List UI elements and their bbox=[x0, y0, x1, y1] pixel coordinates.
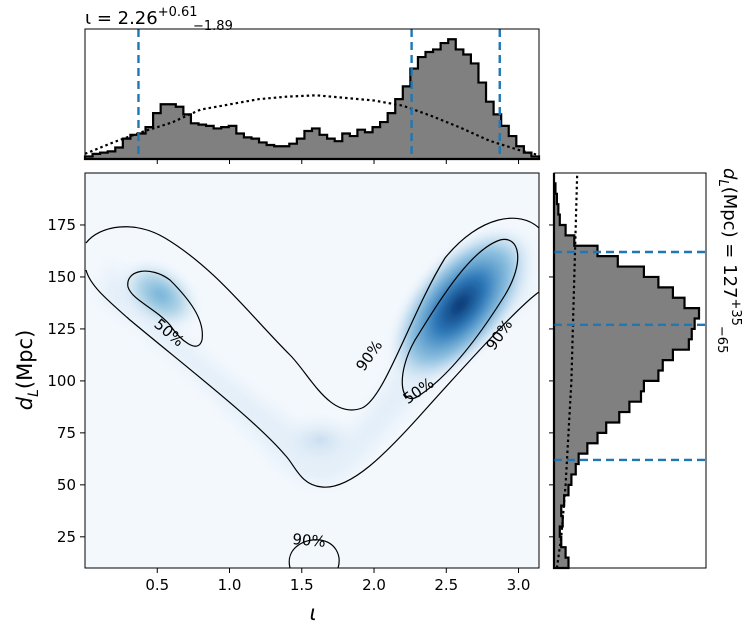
distance-marginal-histogram: dL(Mpc) = 127+35−65 bbox=[549, 168, 743, 570]
x-tick-label: 2.5 bbox=[434, 576, 458, 594]
x-tick-label: 1.0 bbox=[218, 576, 242, 594]
y-tick-label: 150 bbox=[47, 268, 76, 286]
x-tick-label: 2.0 bbox=[362, 576, 386, 594]
contour-90-outer bbox=[85, 217, 539, 488]
density-lobe-faint bbox=[275, 410, 365, 470]
y-tick-label: 50 bbox=[57, 476, 76, 494]
distance-prior-curve bbox=[555, 172, 579, 569]
top-panel-frame bbox=[84, 28, 540, 160]
y-tick-label: 125 bbox=[47, 320, 76, 338]
y-tick-label: 100 bbox=[47, 372, 76, 390]
iota-posterior-histogram bbox=[83, 38, 541, 161]
x-axis-label: ι bbox=[309, 601, 316, 625]
y-tick-label: 25 bbox=[57, 528, 76, 546]
distance-title: dL(Mpc) = 127+35−65 bbox=[714, 168, 743, 353]
contour-50-left bbox=[127, 270, 203, 347]
x-tick-label: 0.5 bbox=[145, 576, 169, 594]
right-panel-frame bbox=[553, 172, 707, 569]
y-tick-label: 75 bbox=[57, 424, 76, 442]
contour-50-right bbox=[401, 238, 519, 400]
x-tick-label: 3.0 bbox=[507, 576, 531, 594]
joint-density-panel: 50%90%50%90%90% 0.5 1.0 1.5 2.0 2.5 3.0 25507… bbox=[13, 172, 540, 625]
contour-90-bottom bbox=[288, 539, 340, 568]
iota-title: ι = 2.26+0.61 −1.89 bbox=[85, 5, 233, 34]
main-panel-frame bbox=[84, 172, 540, 569]
iota-marginal-histogram: ι = 2.26+0.61 −1.89 bbox=[83, 5, 541, 164]
contour-label: 90% bbox=[292, 530, 327, 551]
density-peak-right bbox=[388, 225, 532, 385]
x-tick-label: 1.5 bbox=[290, 576, 314, 594]
y-tick-label: 175 bbox=[47, 216, 76, 234]
y-axis-label: dL(Mpc) bbox=[13, 330, 42, 411]
density-peak-left bbox=[119, 259, 201, 331]
